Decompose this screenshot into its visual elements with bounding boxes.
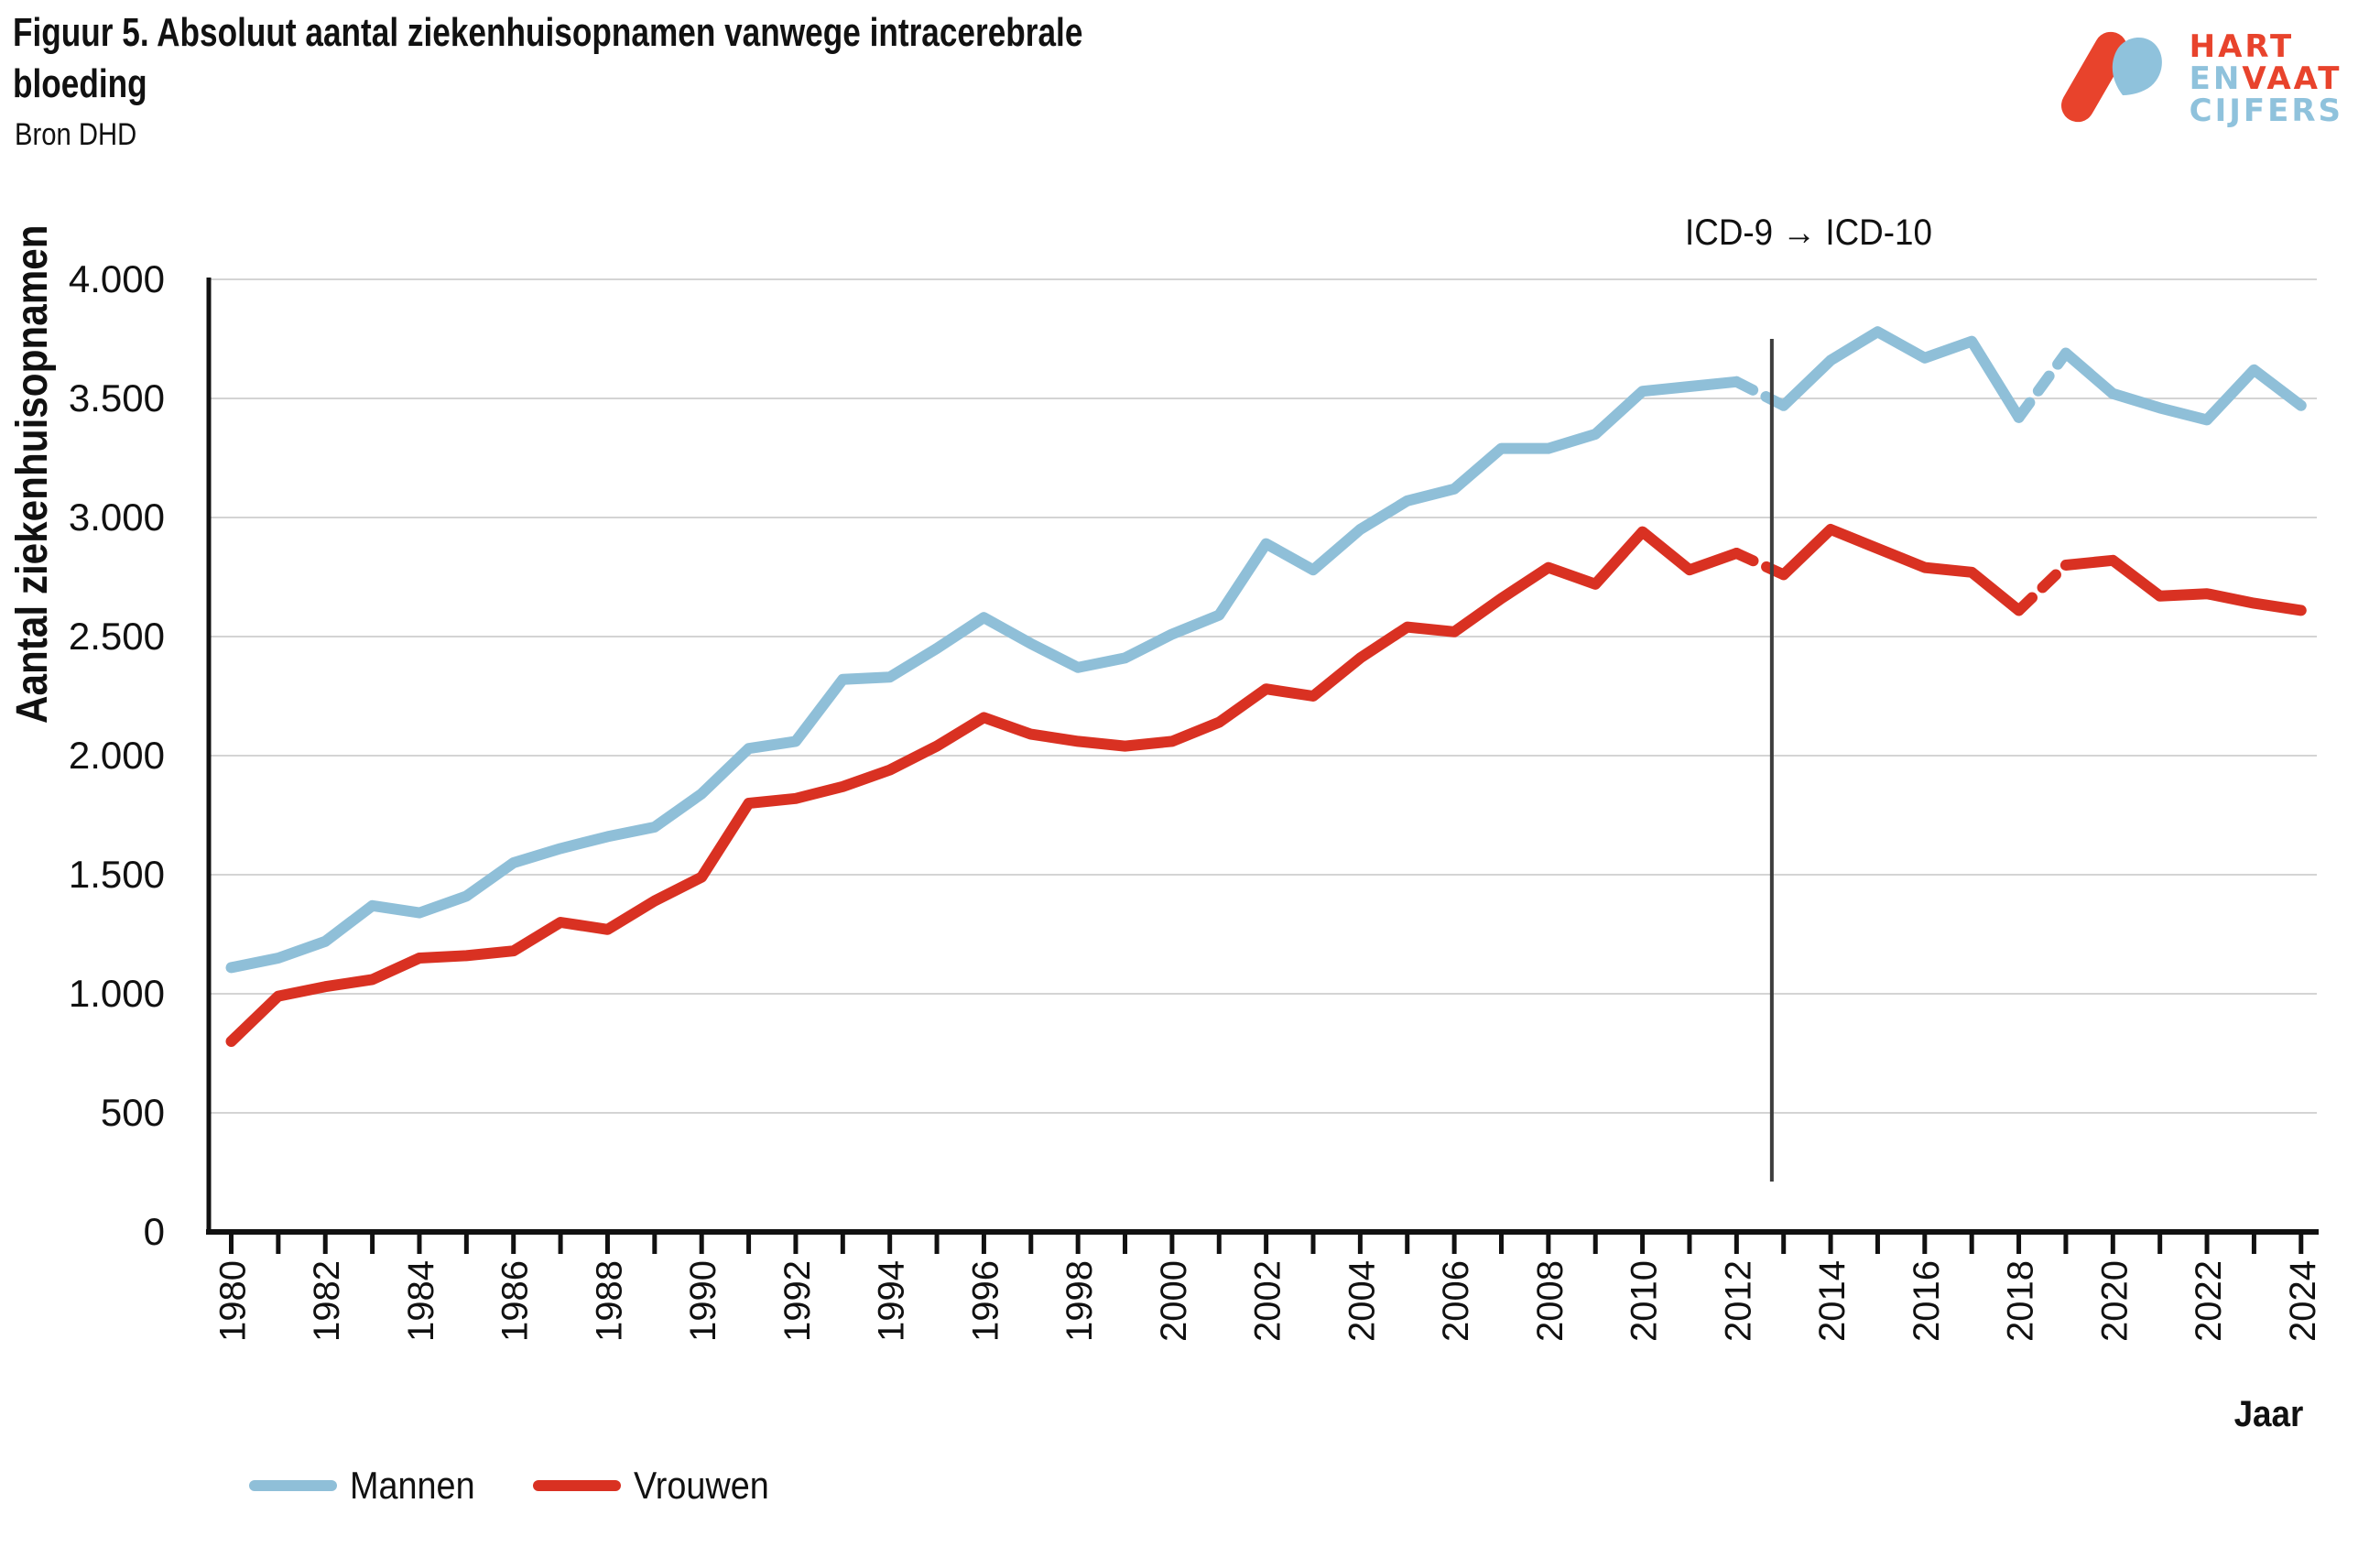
mannen-line-dashed	[2013, 347, 2071, 423]
y-tick-label: 1.000	[69, 972, 165, 1015]
x-tick-label: 1990	[683, 1260, 723, 1342]
y-tick-label: 3.500	[69, 376, 165, 419]
mannen-line	[1777, 326, 2025, 423]
x-tick-label: 2004	[1342, 1260, 1382, 1342]
legend-label-vrouwen: Vrouwen	[633, 1464, 769, 1507]
x-tick-label: 2024	[2283, 1260, 2323, 1342]
x-tick-label: 1986	[495, 1260, 536, 1342]
x-tick-label: 2020	[2094, 1260, 2135, 1342]
x-tick-label: 2014	[1812, 1260, 1853, 1342]
x-tick-label: 1984	[401, 1260, 441, 1342]
mannen-line-swatch	[249, 1480, 337, 1491]
x-tick-label: 2016	[1907, 1260, 1947, 1342]
x-tick-label: 2012	[1718, 1260, 1758, 1342]
legend-label-mannen: Mannen	[350, 1464, 475, 1507]
logo-word-cijfers: CIJFERS	[2189, 93, 2343, 129]
y-tick-label: 0	[144, 1210, 165, 1253]
mannen-line-dashed	[1731, 376, 1789, 411]
x-tick-label: 2010	[1625, 1260, 1665, 1342]
y-tick-label: 2.500	[69, 615, 165, 658]
hartvaatcijfers-logo: HART ENVAAT CIJFERS	[2059, 26, 2343, 133]
x-tick-label: 2006	[1436, 1260, 1476, 1342]
mannen-line	[225, 376, 1743, 974]
x-tick-label: 1998	[1060, 1260, 1100, 1342]
x-tick-label: 2000	[1154, 1260, 1194, 1342]
heart-v-logo-icon	[2059, 26, 2162, 133]
x-tick-label: 1980	[213, 1260, 254, 1342]
vrouwen-line-dashed	[1731, 548, 1789, 581]
logo-wordmark: HART ENVAAT CIJFERS	[2190, 31, 2343, 127]
x-tick-label: 2018	[2001, 1260, 2041, 1342]
y-axis-title: Aantal ziekenhuisopnamen	[8, 224, 57, 724]
x-tick-label: 2008	[1530, 1260, 1570, 1342]
vrouwen-line	[225, 526, 1743, 1047]
x-axis-title: Jaar	[2233, 1394, 2303, 1434]
vrouwen-line-swatch	[532, 1480, 621, 1491]
logo-word-vaat: VAAT	[2242, 60, 2342, 97]
y-tick-label: 2.000	[69, 734, 165, 777]
y-tick-label: 4.000	[69, 257, 165, 300]
icd-transition-annotation: ICD-9 → ICD-10	[1684, 212, 1932, 253]
logo-word-hart: HART	[2189, 28, 2295, 65]
x-tick-label: 1994	[872, 1260, 912, 1342]
page-title-line1: Figuur 5. Absoluut aantal ziekenhuisopna…	[13, 10, 1083, 55]
x-tick-label: 1982	[307, 1260, 347, 1342]
x-tick-label: 2022	[2189, 1260, 2229, 1342]
mannen-line	[2059, 347, 2307, 426]
y-tick-label: 1.500	[69, 853, 165, 896]
y-tick-label: 500	[101, 1091, 165, 1134]
page-title: Figuur 5. Absoluut aantal ziekenhuisopna…	[13, 7, 1082, 110]
x-tick-label: 1996	[965, 1260, 1005, 1342]
x-tick-label: 1988	[589, 1260, 629, 1342]
vrouwen-line	[2059, 554, 2307, 616]
x-tick-label: 2002	[1248, 1260, 1288, 1342]
source-label: Bron DHD	[15, 117, 137, 152]
y-tick-label: 3.000	[69, 496, 165, 539]
x-tick-label: 1992	[777, 1260, 818, 1342]
legend-item-mannen: Mannen	[249, 1464, 489, 1508]
chart-legend: Mannen Vrouwen	[249, 1464, 784, 1508]
vrouwen-line	[1777, 524, 2025, 616]
vrouwen-line-dashed	[2013, 560, 2071, 616]
legend-item-vrouwen: Vrouwen	[532, 1464, 784, 1508]
logo-word-en: EN	[2189, 60, 2243, 97]
page-title-line2: bloeding	[13, 60, 147, 106]
